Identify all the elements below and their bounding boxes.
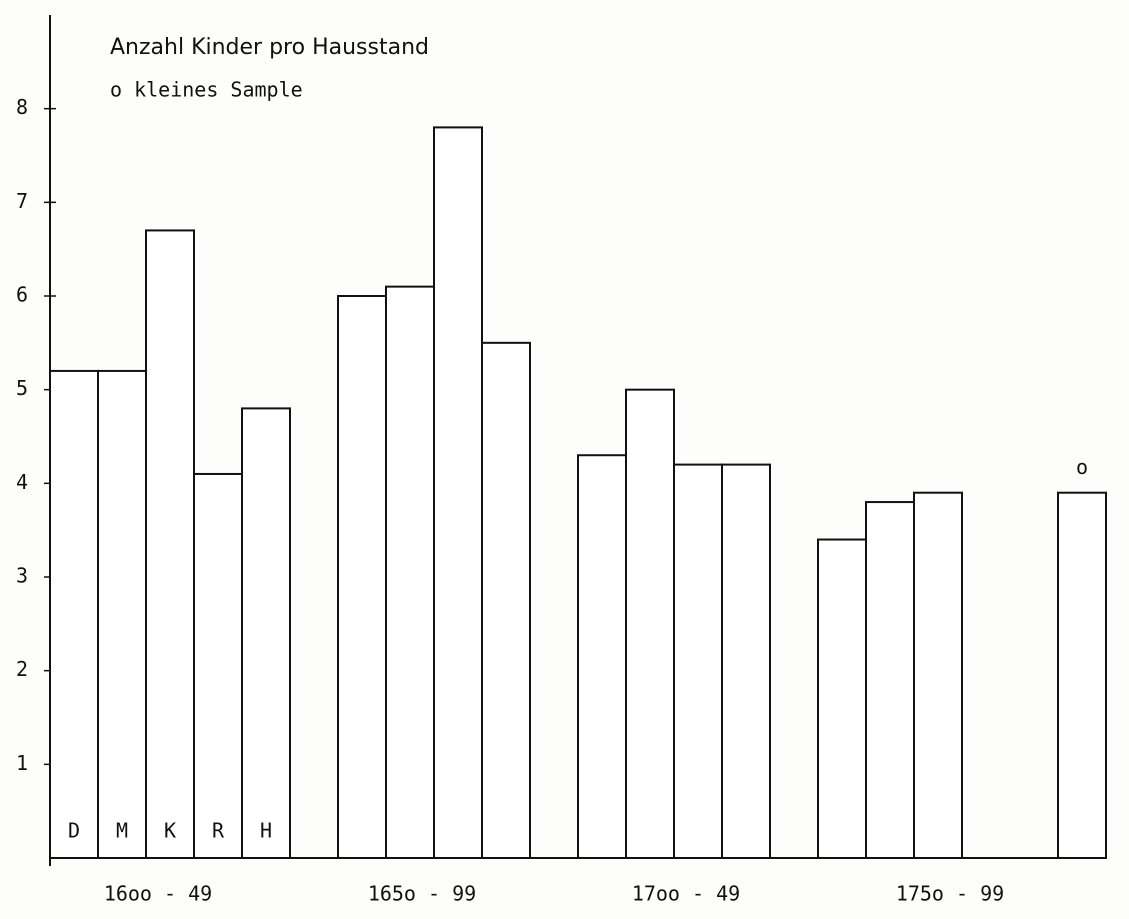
bar bbox=[481, 341, 531, 860]
bar bbox=[385, 285, 435, 859]
y-tick-label: 1 bbox=[16, 751, 28, 775]
y-tick-label: 4 bbox=[16, 470, 28, 494]
bar bbox=[577, 454, 627, 859]
bar bbox=[49, 369, 99, 859]
category-label: D bbox=[68, 819, 80, 843]
chart-title: Anzahl Kinder pro Hausstand bbox=[110, 35, 429, 60]
y-tick-label: 6 bbox=[16, 283, 28, 307]
bar bbox=[241, 407, 291, 859]
group-label: 165o - 99 bbox=[368, 882, 476, 906]
bar bbox=[145, 229, 195, 859]
y-tick-label: 8 bbox=[16, 95, 28, 119]
bar bbox=[97, 369, 147, 859]
bar bbox=[625, 388, 675, 859]
bar bbox=[721, 463, 771, 859]
legend-text: o kleines Sample bbox=[110, 78, 303, 102]
y-tick-label: 3 bbox=[16, 564, 28, 588]
bar bbox=[1057, 491, 1107, 859]
category-label: R bbox=[212, 819, 225, 843]
bar bbox=[913, 491, 963, 859]
bar bbox=[433, 126, 483, 859]
group-label: 175o - 99 bbox=[896, 882, 1004, 906]
category-label: K bbox=[164, 819, 176, 843]
category-label: M bbox=[116, 819, 128, 843]
group-label: 17oo - 49 bbox=[632, 882, 740, 906]
y-tick-label: 2 bbox=[16, 657, 28, 681]
y-tick-label: 5 bbox=[16, 376, 28, 400]
bar bbox=[673, 463, 723, 859]
bar bbox=[193, 472, 243, 859]
category-label: H bbox=[260, 819, 272, 843]
y-tick-label: 7 bbox=[16, 189, 28, 213]
bar bbox=[817, 538, 867, 859]
bar bbox=[337, 295, 387, 859]
bar bbox=[865, 501, 915, 859]
group-label: 16oo - 49 bbox=[104, 882, 212, 906]
sample-marker: o bbox=[1076, 455, 1088, 479]
